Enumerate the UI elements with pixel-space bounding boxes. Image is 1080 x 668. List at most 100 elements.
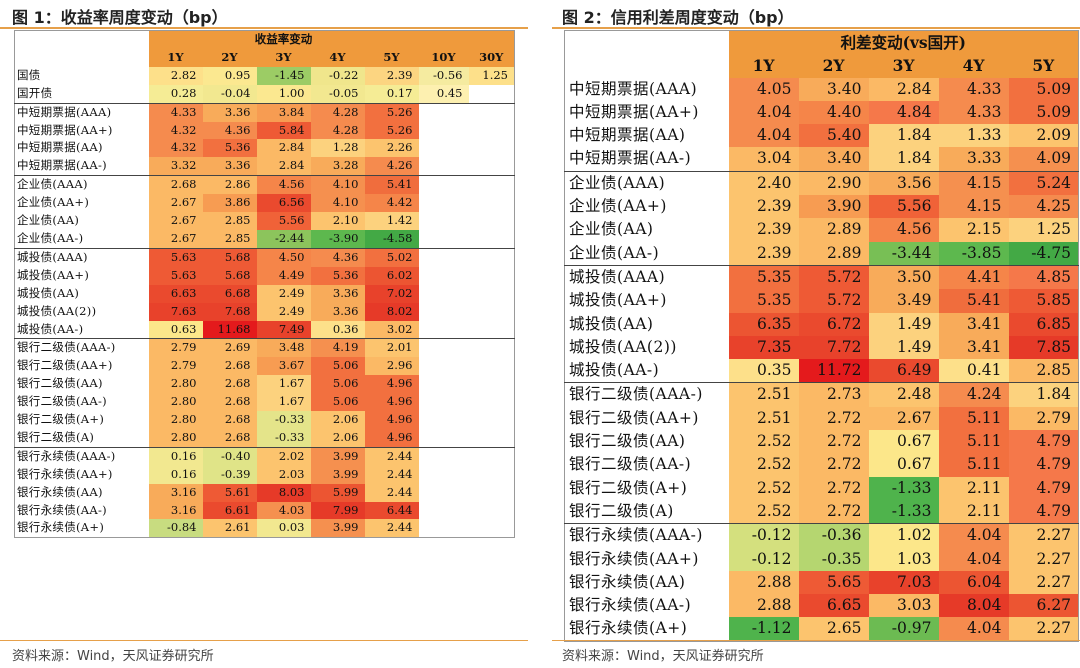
table-row: 中短期票据(AA) 4.04 5.40 1.84 1.33 2.09: [565, 124, 1079, 148]
value-cell: 3.36: [202, 102, 257, 122]
value-cell: -1.33: [868, 476, 939, 500]
value-cell: 0.35: [728, 359, 799, 383]
value-cell: 5.85: [1008, 289, 1079, 313]
table-row: 银行永续债(AAA-) -0.12 -0.36 1.02 4.04 2.27: [564, 523, 1079, 548]
value-cell: 2.03: [256, 465, 311, 484]
row-label: 中短期票据(AA): [17, 140, 103, 155]
value-cell: 2.09: [1008, 124, 1079, 148]
table-row: 企业债(AAA) 2.40 2.90 3.56 4.15 5.24: [564, 170, 1079, 196]
value-cell: -0.39: [202, 465, 257, 484]
row-label: 银行二级债(A+): [17, 412, 105, 427]
empty-cell: [418, 483, 469, 502]
table-row: 银行二级债(AA+) 2.51 2.72 2.67 5.11 2.79: [565, 406, 1079, 431]
fig1-col-header: 5Y: [364, 48, 419, 67]
table-row: 银行永续债(AA) 2.88 5.65 7.03 6.04 2.27: [565, 570, 1079, 595]
value-cell: 0.67: [868, 430, 939, 454]
row-label: 银行永续债(AA+): [569, 549, 699, 568]
value-cell: 5.26: [364, 121, 419, 140]
value-cell: 6.68: [202, 284, 257, 303]
fig2-col-header: 3Y: [868, 54, 939, 78]
value-cell: -0.33: [256, 428, 311, 448]
row-label: 国债: [17, 67, 41, 82]
value-cell: 4.85: [1008, 264, 1079, 290]
value-cell: 1.03: [868, 547, 939, 571]
value-cell: 5.35: [728, 289, 799, 313]
value-cell: 2.49: [256, 302, 311, 321]
table-row: 城投债(AA(2)) 7.35 7.72 1.49 3.41 7.85: [565, 335, 1079, 360]
value-cell: 4.19: [310, 338, 365, 358]
value-cell: 3.49: [868, 289, 939, 313]
value-cell: -0.12: [728, 547, 799, 571]
value-cell: 4.50: [256, 247, 311, 267]
row-label: 银行二级债(AA): [569, 432, 686, 451]
table-row: 中短期票据(AA+) 4.32 4.36 5.84 4.28 5.26: [15, 121, 515, 140]
value-cell: -0.36: [798, 523, 869, 548]
fig1-col-header: 1Y: [148, 48, 203, 67]
empty-cell: [418, 284, 469, 303]
value-cell: 4.96: [364, 428, 419, 448]
table-row: 中短期票据(AAA) 4.33 3.36 3.84 4.28 5.26: [14, 102, 515, 122]
value-cell: 6.63: [148, 284, 203, 303]
empty-cell: [418, 428, 469, 448]
row-label: 银行永续债(A+): [569, 619, 688, 638]
table-row: 银行永续债(A+) -0.84 2.61 0.03 3.99 2.44: [15, 519, 515, 538]
value-cell: 1.49: [868, 335, 939, 360]
value-cell: 4.15: [938, 170, 1009, 196]
table-row: 企业债(AA-) 2.39 2.89 -3.44 -3.85 -4.75: [565, 241, 1079, 266]
value-cell: 1.25: [1008, 218, 1079, 242]
value-cell: 3.36: [310, 284, 365, 303]
value-cell: 2.10: [310, 212, 365, 230]
value-cell: 3.32: [148, 157, 203, 176]
value-cell: -0.97: [868, 617, 939, 642]
row-label: 银行二级债(AA+): [17, 358, 113, 373]
empty-cell: [418, 446, 469, 466]
table-row: 银行永续债(AA-) 3.16 6.61 4.03 7.99 6.44: [15, 501, 515, 520]
value-cell: -0.33: [256, 411, 311, 429]
row-label: 中短期票据(AA+): [569, 102, 699, 121]
value-cell: 6.02: [364, 266, 419, 285]
value-cell: 5.06: [310, 375, 365, 394]
value-cell: 0.28: [148, 84, 203, 104]
row-label: 银行二级债(A): [17, 429, 95, 444]
value-cell: 3.84: [256, 102, 311, 122]
row-label: 城投债(AA(2)): [17, 303, 97, 318]
row-label: 银行永续债(AA+): [17, 466, 113, 481]
value-cell: 1.67: [256, 375, 311, 394]
value-cell: 8.04: [938, 594, 1009, 618]
row-label: 城投债(AA): [17, 285, 80, 300]
row-label: 银行二级债(AA-): [569, 455, 692, 474]
empty-cell: [418, 338, 469, 358]
value-cell: 5.36: [202, 139, 257, 158]
value-cell: 6.27: [1008, 594, 1079, 618]
empty-cell: [468, 102, 515, 122]
table-row: 城投债(AA+) 5.63 5.68 4.49 5.36 6.02: [15, 266, 515, 285]
value-cell: 2.67: [148, 229, 203, 249]
value-cell: 5.09: [1008, 77, 1079, 101]
value-cell: 0.95: [202, 66, 257, 85]
fig1-source: 资料来源：Wind，天风证券研究所: [12, 649, 214, 664]
value-cell: 4.36: [202, 121, 257, 140]
value-cell: 4.79: [1008, 476, 1079, 500]
value-cell: 11.72: [798, 359, 869, 383]
value-cell: 2.01: [364, 338, 419, 358]
value-cell: 4.40: [798, 100, 869, 125]
value-cell: 6.04: [938, 570, 1009, 595]
value-cell: 5.36: [310, 266, 365, 285]
value-cell: 0.36: [310, 320, 365, 339]
empty-cell: [468, 266, 515, 285]
fig1-title: 图 1：收益率周度变动（bp）: [12, 8, 228, 27]
value-cell: 5.06: [310, 393, 365, 412]
row-label: 银行二级债(A): [569, 501, 674, 520]
fig2-source: 资料来源：Wind，天风证券研究所: [562, 649, 764, 664]
value-cell: 4.79: [1008, 453, 1079, 477]
value-cell: 6.65: [798, 594, 869, 618]
value-cell: 4.84: [868, 100, 939, 125]
value-cell: 2.27: [1008, 547, 1079, 571]
value-cell: 2.79: [1008, 406, 1079, 431]
value-cell: 1.28: [310, 139, 365, 158]
value-cell: 4.36: [310, 247, 365, 267]
table-row: 企业债(AA+) 2.67 3.86 6.56 4.10 4.42: [15, 194, 515, 213]
fig1-col-blank: [14, 48, 149, 67]
row-label: 城投债(AA(2)): [569, 337, 677, 356]
value-cell: 5.11: [938, 430, 1009, 454]
